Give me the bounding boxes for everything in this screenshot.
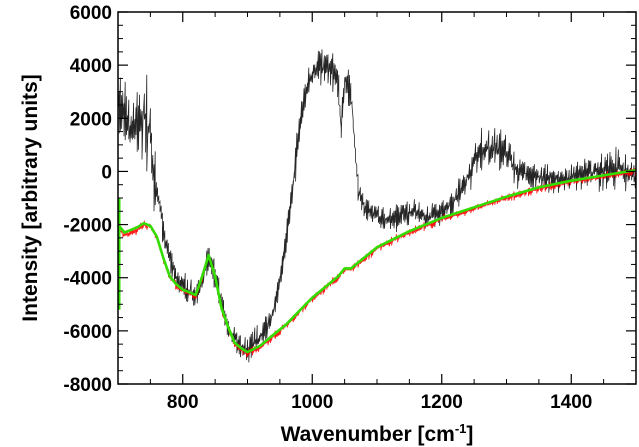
plot-frame — [117, 11, 637, 385]
y-tick-label: 6000 — [70, 3, 112, 24]
series-noisy-red — [117, 167, 636, 357]
x-axis-title: Wavenumber [cm-1] — [281, 421, 474, 446]
series-raw-black — [117, 49, 636, 363]
x-axis-title-suffix: ] — [466, 423, 473, 446]
x-tick-label: 800 — [167, 392, 199, 413]
y-axis-title: Intensity [arbitrary units] — [19, 74, 42, 321]
x-axis-title-main: Wavenumber [cm — [281, 423, 455, 446]
axis-layer: 6000 4000 2000 0 -2000 -4000 -6000 -8000 800 1000… — [63, 3, 637, 413]
x-tick-label: 1000 — [291, 392, 333, 413]
series-line — [116, 168, 637, 354]
x-axis-title-superscript: -1 — [455, 421, 467, 436]
y-tick-label: 4000 — [70, 56, 112, 77]
x-tick-label: 1400 — [550, 392, 592, 413]
y-tick-label: 2000 — [70, 109, 112, 130]
y-tick-label: 0 — [101, 162, 112, 183]
series-layer — [116, 49, 637, 363]
y-tick-label: -2000 — [63, 216, 112, 237]
y-tick-label: -4000 — [63, 269, 112, 290]
x-tick-label: 1200 — [421, 392, 463, 413]
y-tick-label: -6000 — [63, 322, 112, 343]
y-tick-label: -8000 — [63, 375, 112, 396]
